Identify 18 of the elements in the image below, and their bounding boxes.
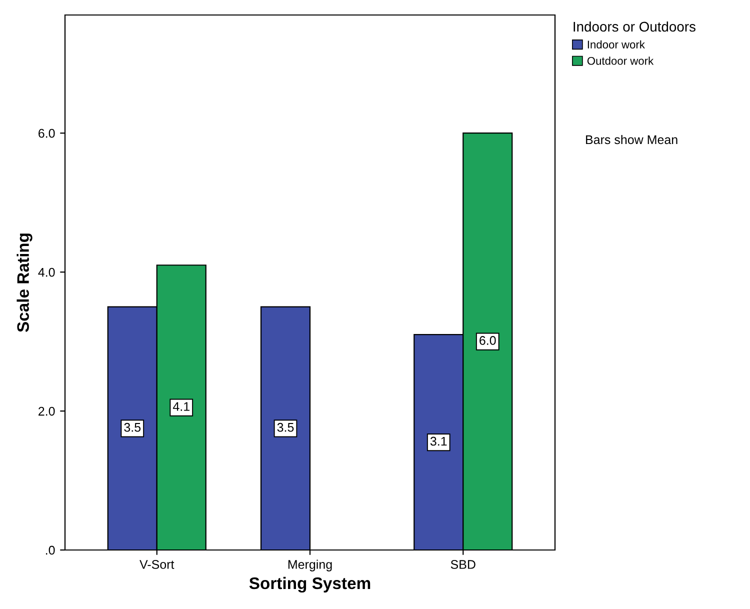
y-tick-label: 6.0 [38, 128, 55, 138]
legend-label: Outdoor work [587, 56, 654, 65]
data-label: 3.5 [124, 422, 141, 432]
legend-title: Indoors or Outdoors [574, 21, 696, 32]
legend-label: Indoor work [588, 40, 645, 48]
y-axis-title: Scale Rating [16, 234, 32, 332]
x-tick-label: V-Sort [140, 560, 174, 569]
y-tick-label: .0 [46, 546, 55, 555]
x-axis-title: Sorting System [249, 576, 370, 593]
data-label: 3.5 [277, 422, 294, 432]
data-label: 4.1 [172, 402, 190, 411]
data-label: 3.1 [430, 436, 447, 446]
data-label: 6.0 [480, 336, 496, 345]
x-tick-label: SBD [450, 560, 476, 569]
text: Bars show Mean [586, 134, 678, 144]
y-tick-label: 2.0 [38, 406, 55, 416]
y-tick-label: 4.0 [38, 268, 55, 277]
x-tick-label: Merging [288, 560, 332, 572]
